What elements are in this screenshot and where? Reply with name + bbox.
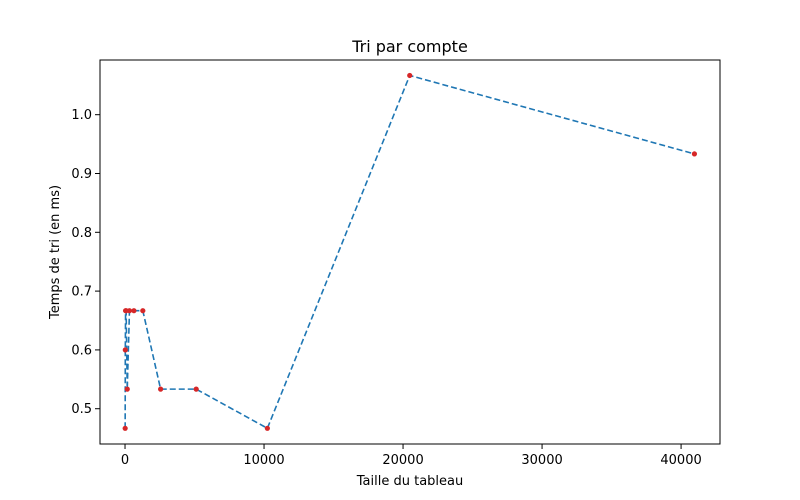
data-point	[126, 308, 133, 314]
y-tick-label: 0.8	[71, 226, 92, 241]
x-axis: 0 10000 20000 30000 40000	[121, 444, 702, 468]
x-tick-label: 10000	[243, 453, 284, 468]
x-tick-label: 30000	[521, 453, 562, 468]
data-point	[124, 386, 130, 392]
plot-frame	[99, 59, 721, 445]
data-point	[122, 347, 128, 353]
x-axis-label: Taille du tableau	[356, 474, 463, 489]
y-tick-label: 1.0	[71, 108, 92, 123]
data-point	[158, 386, 164, 392]
data-point	[140, 308, 146, 314]
data-point	[122, 425, 128, 431]
data-point	[193, 386, 199, 392]
data-point	[691, 151, 698, 157]
x-tick-label: 0	[121, 453, 129, 468]
data-point	[407, 72, 413, 79]
chart-title: Tri par compte	[351, 37, 468, 56]
x-tick-label: 20000	[382, 453, 423, 468]
series-layer	[122, 72, 698, 431]
y-axis-label: Temps de tri (en ms)	[48, 185, 63, 320]
data-point	[131, 308, 137, 314]
y-axis: 0.5 0.6 0.7 0.8 0.9 1.0	[71, 108, 100, 417]
y-tick-label: 0.6	[71, 343, 92, 358]
y-tick-label: 0.7	[71, 285, 92, 300]
x-tick-label: 40000	[660, 453, 701, 468]
y-tick-label: 0.9	[71, 167, 92, 182]
data-point	[264, 425, 270, 431]
y-tick-label: 0.5	[71, 402, 92, 417]
